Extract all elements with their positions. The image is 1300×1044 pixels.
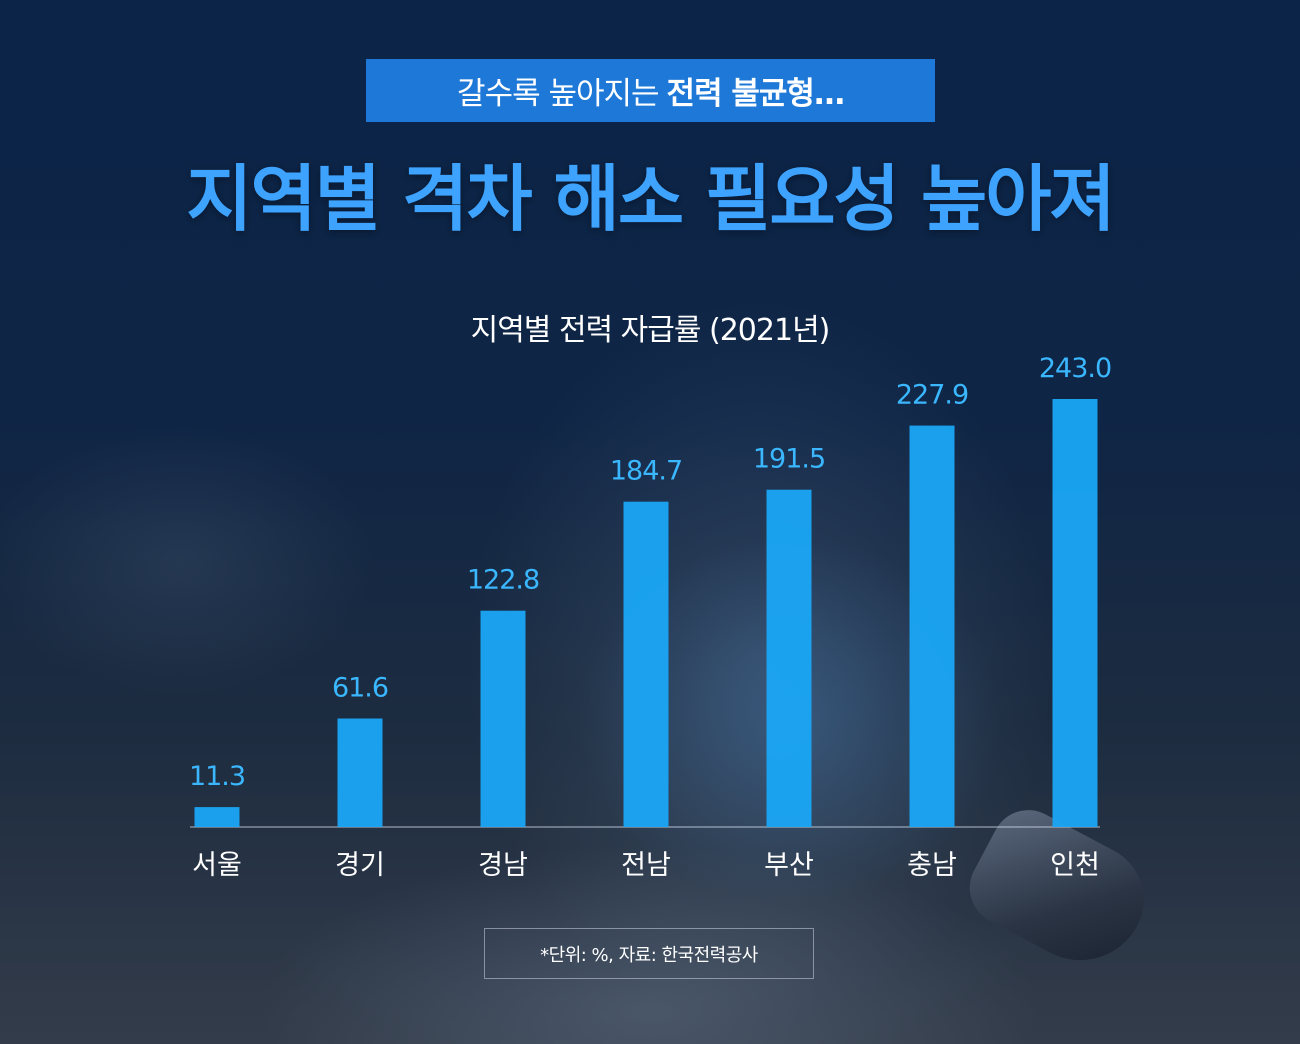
- category-label-6: 인천: [1050, 850, 1100, 881]
- bar-2: [480, 610, 526, 827]
- source-note: *단위: %, 자료: 한국전력공사: [484, 928, 814, 979]
- bar-3: [623, 501, 669, 827]
- value-label-2: 122.8: [467, 565, 539, 596]
- category-label-4: 부산: [764, 850, 814, 881]
- category-label-1: 경기: [335, 850, 385, 881]
- chart-title: 지역별 전력 자급률 (2021년): [470, 313, 831, 348]
- category-label-3: 전남: [621, 850, 671, 881]
- bar-6: [1052, 399, 1098, 827]
- subtitle-prefix: 갈수록 높아지는: [457, 76, 659, 112]
- value-label-0: 11.3: [189, 761, 245, 792]
- category-label-2: 경남: [478, 850, 528, 881]
- category-label-0: 서울: [192, 850, 242, 881]
- value-label-1: 61.6: [332, 673, 388, 704]
- category-label-5: 충남: [907, 850, 957, 881]
- value-label-4: 191.5: [753, 444, 825, 475]
- bar-1: [337, 718, 383, 827]
- value-label-5: 227.9: [896, 380, 968, 411]
- bar-4: [766, 489, 812, 827]
- subtitle-bold: 전력 불균형…: [666, 76, 845, 112]
- value-label-3: 184.7: [610, 456, 682, 487]
- subtitle-banner: 갈수록 높아지는 전력 불균형…: [366, 59, 935, 122]
- page-title: 지역별 격차 해소 필요성 높아져: [186, 157, 1115, 241]
- bar-0: [194, 807, 240, 827]
- bar-5: [909, 425, 955, 827]
- value-label-6: 243.0: [1039, 353, 1111, 384]
